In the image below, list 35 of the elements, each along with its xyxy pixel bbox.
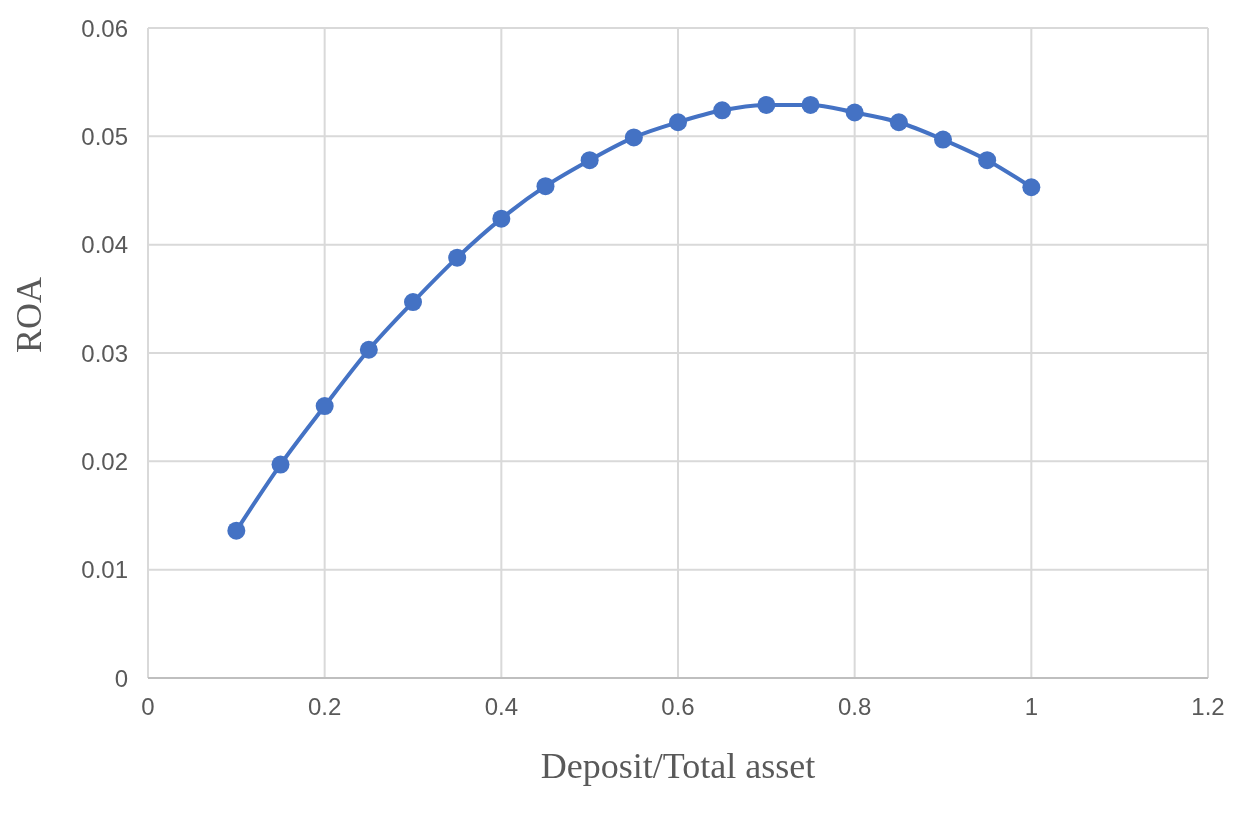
y-tick-label: 0: [114, 664, 128, 692]
point: [227, 521, 246, 540]
point: [801, 95, 820, 114]
point: [315, 397, 334, 416]
point: [492, 209, 511, 228]
point: [271, 455, 290, 474]
point: [580, 151, 599, 170]
point: [757, 95, 776, 114]
point: [448, 248, 467, 267]
point: [889, 113, 908, 132]
x-tick-label: 0.6: [661, 693, 695, 721]
point: [1022, 178, 1041, 197]
point: [713, 101, 732, 120]
y-tick-label: 0.04: [81, 231, 128, 259]
point: [359, 340, 378, 359]
point: [978, 151, 997, 170]
point: [669, 113, 687, 132]
point: [404, 293, 422, 312]
x-tick-label: 0: [141, 693, 155, 721]
y-tick-label: 0.06: [81, 14, 128, 42]
y-tick-label: 0.03: [81, 339, 128, 367]
x-axis-title: Deposit/Total asset: [540, 746, 816, 786]
x-tick-label: 1.2: [1191, 693, 1225, 721]
x-tick-label: 0.8: [837, 693, 872, 721]
point: [536, 177, 555, 196]
point: [624, 128, 643, 147]
y-tick-label: 0.02: [81, 447, 128, 475]
x-tick-label: 0.4: [484, 693, 519, 721]
point: [934, 130, 952, 149]
point: [845, 103, 864, 122]
y-axis-title: ROA: [8, 276, 49, 353]
y-tick-label: 0.01: [81, 556, 128, 584]
x-tick-label: 0.2: [307, 693, 342, 721]
y-tick-label: 0.05: [81, 122, 128, 150]
x-tick-label: 1: [1024, 693, 1039, 721]
